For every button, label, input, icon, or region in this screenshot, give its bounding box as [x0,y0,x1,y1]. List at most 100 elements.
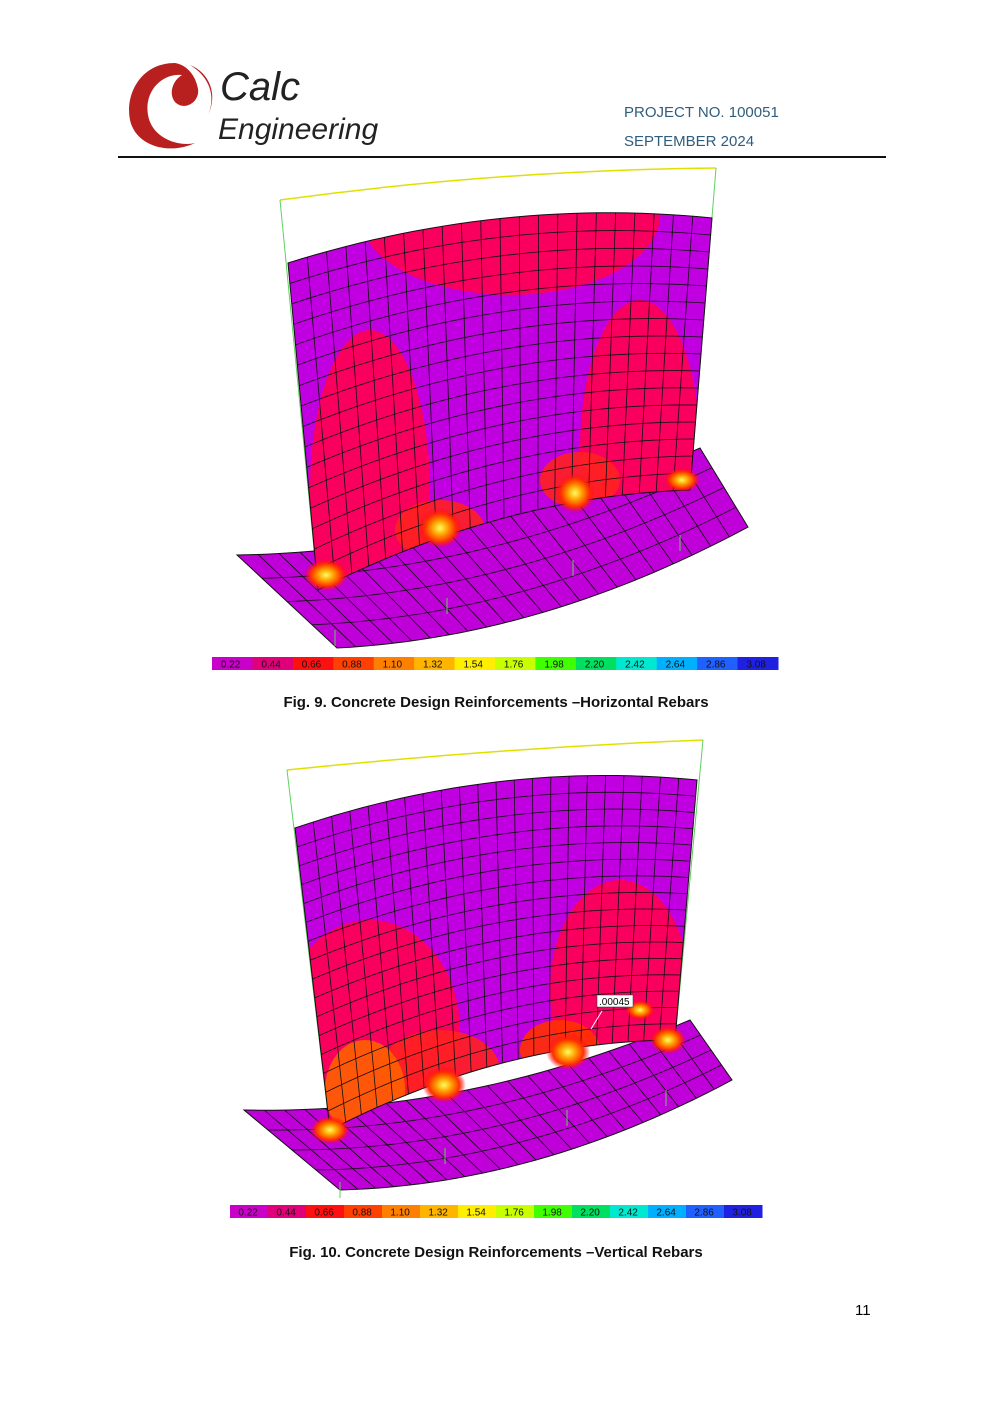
caption: Fig. 9. Concrete Design Reinforcements –… [283,694,709,711]
legend-label: 1.10 [390,1208,410,1219]
legend-label: 0.22 [238,1208,258,1219]
legend-label: 0.88 [352,1208,372,1219]
legend-swatch [724,1205,763,1218]
legend-swatch [656,657,698,670]
hotspot [546,1034,590,1070]
legend-label: 2.64 [656,1208,676,1219]
legend-swatch [458,1205,497,1218]
mesh [299,808,695,867]
mesh [302,352,702,427]
legend-label: 2.42 [625,660,645,671]
mesh [297,300,706,366]
mesh [312,438,695,530]
hotspot [650,1026,686,1054]
legend-label: 3.08 [732,1208,752,1219]
logo-text: Engineering [218,113,378,146]
slab [242,1019,733,1191]
legend-label: 2.20 [580,1208,600,1219]
legend-label: 1.98 [542,1208,562,1219]
mesh [327,1023,677,1112]
mesh [299,318,704,386]
hotspot [304,559,348,591]
legend-swatch [252,657,294,670]
mesh [310,892,688,961]
legend-label: 0.22 [221,660,241,671]
legend-swatch [420,1205,459,1218]
legend-label: 2.42 [618,1208,638,1219]
mesh [303,842,692,904]
page-number: 11 [855,1302,871,1319]
legend-label: 2.64 [666,660,686,671]
legend-label: 2.86 [694,1208,714,1219]
legend-swatch [535,657,577,670]
legend-label: 1.76 [504,660,524,671]
logo-mark [129,63,199,149]
mesh [315,1064,722,1171]
annotation-box [596,994,634,1008]
mesh [295,283,707,346]
legend-swatch [686,1205,725,1218]
legend-swatch [344,1205,383,1218]
caption: Fig. 10. Concrete Design Reinforcements … [289,1244,703,1261]
legend-swatch [610,1205,649,1218]
legend-swatch [496,1205,535,1218]
legend-label: 1.32 [423,660,443,671]
legend-label: 1.76 [504,1208,524,1219]
legend-swatch [414,657,456,670]
hotspot [310,1116,350,1144]
hotspot [422,1067,466,1103]
mesh [325,1007,678,1093]
legend-swatch [212,657,253,670]
frame-top [286,739,704,771]
mesh [310,421,696,509]
mesh [318,957,682,1036]
legend-swatch [697,657,739,670]
mesh [297,791,696,848]
legend-label: 2.86 [706,660,726,671]
mesh [304,370,700,448]
mesh [311,506,737,626]
date: SEPTEMBER 2024 [624,133,755,150]
hotspot [418,508,462,548]
legend-label: 0.66 [314,1208,334,1219]
hotspot [664,468,700,492]
legend-label: 1.54 [463,660,483,671]
logo-text: Calc [220,65,300,109]
frame-top [279,167,717,201]
legend-swatch [495,657,536,670]
legend-swatch [575,657,617,670]
legend-label: 0.88 [342,660,362,671]
leader [590,1010,603,1030]
mesh [300,335,703,407]
legend-swatch [454,657,496,670]
mesh [321,974,681,1055]
mesh [301,825,693,886]
mesh [314,455,693,550]
mesh [323,990,680,1074]
legend-swatch [534,1205,573,1218]
legend-swatch [648,1205,687,1218]
mesh [293,265,708,325]
annotation: .00045 [599,997,630,1008]
mesh [286,487,725,602]
legend-swatch [268,1205,307,1218]
mesh [308,404,697,489]
logo-swirl [190,65,213,115]
legend-swatch [333,657,375,670]
mesh [291,247,710,305]
mesh [307,875,689,942]
legend-label: 1.98 [544,660,564,671]
project-number: PROJECT NO. 100051 [624,104,779,121]
legend-swatch [737,657,779,670]
legend-swatch [616,657,658,670]
legend-label: 2.20 [585,660,605,671]
hotspot [555,473,595,513]
figure: .00045 0.22 0.44 0.66 0.88 1.10 1.32 1.54 1.76 1.… [230,739,763,1219]
legend-label: 0.44 [276,1208,296,1219]
mesh [315,472,692,570]
legend-swatch [373,657,415,670]
legend-swatch [382,1205,421,1218]
mesh [289,230,711,284]
legend-swatch [572,1205,611,1218]
